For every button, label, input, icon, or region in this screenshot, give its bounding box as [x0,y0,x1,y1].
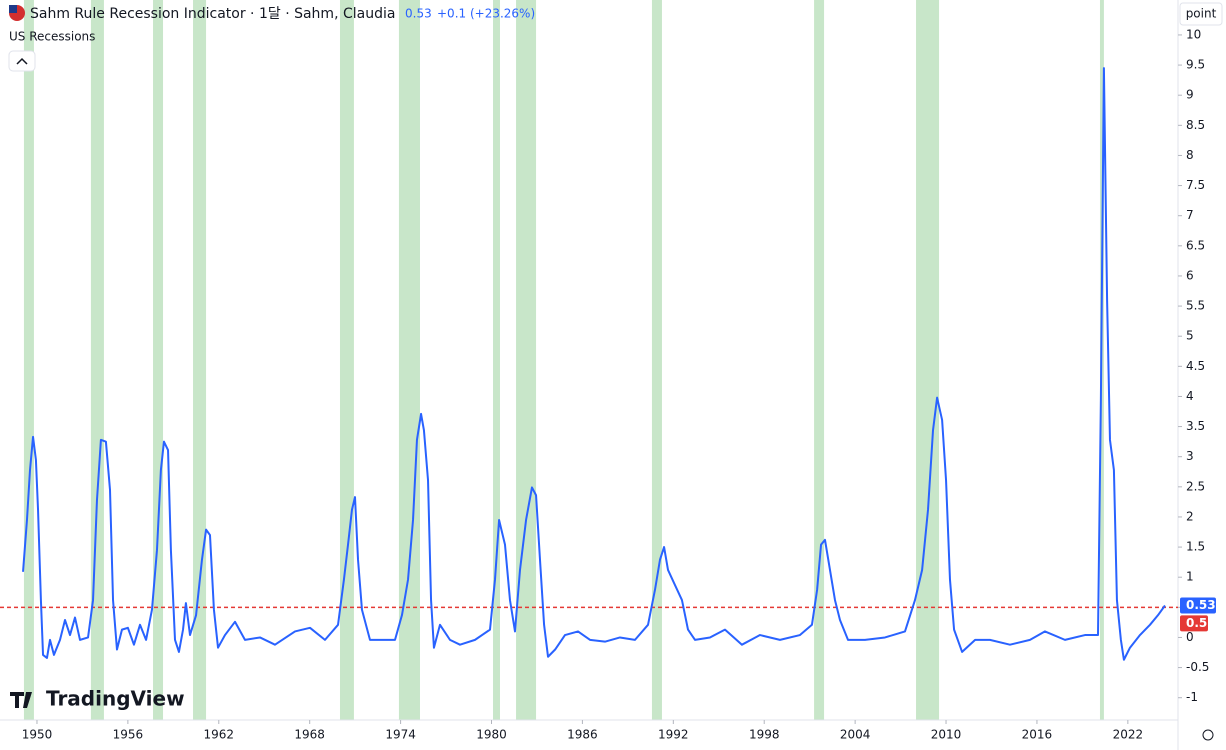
recession-band [193,0,207,720]
recession-band [916,0,940,720]
last-value: 0.53 [405,7,432,21]
watermark: TradingView [10,687,185,711]
x-tick-label: 1950 [22,728,53,742]
legend-entry: US Recessions [9,30,95,44]
recession-band [153,0,164,720]
y-tick-label: 3 [1186,449,1194,463]
recession-band [398,0,420,720]
settings-icon[interactable] [1202,729,1214,741]
recession-band [90,0,104,720]
recession-band [493,0,500,720]
y-tick-label: 7.5 [1186,178,1205,192]
last-value-label: 0.53 [1186,598,1216,612]
y-tick-label: 9.5 [1186,58,1205,72]
collapse-button[interactable] [8,50,36,72]
x-tick-label: 1968 [294,728,325,742]
x-tick-label: 2010 [931,728,962,742]
recession-band [516,0,537,720]
y-tick-label: 10 [1186,27,1201,41]
x-tick-label: 2022 [1113,728,1144,742]
unit-label: point [1186,7,1217,21]
y-tick-label: -1 [1186,690,1198,704]
y-tick-label: -0.5 [1186,660,1209,674]
x-tick-label: 1992 [658,728,689,742]
recession-bands [23,0,1104,720]
y-tick-label: 0 [1186,630,1194,644]
y-tick-label: 5.5 [1186,299,1205,313]
x-tick-label: 1986 [567,728,598,742]
unit-box[interactable] [1179,2,1223,26]
x-tick-label: 2016 [1022,728,1053,742]
x-tick-label: 1998 [749,728,780,742]
recession-band [814,0,825,720]
x-tick-label: 2004 [840,728,871,742]
x-tick-label: 1980 [476,728,507,742]
x-tick-label: 1974 [385,728,416,742]
y-tick-label: 1 [1186,570,1194,584]
line-series [22,67,1166,661]
flag-icon [9,5,17,13]
chart-title: Sahm Rule Recession Indicator · 1달 · Sah… [30,6,395,22]
logo-icon [10,692,32,708]
change: +0.1 (+23.26%) [437,7,535,21]
y-tick-label: 5 [1186,329,1194,343]
x-tick-label: 1956 [113,728,144,742]
watermark-text: TradingView [46,687,185,711]
header: Sahm Rule Recession Indicator · 1달 · Sah… [8,5,535,72]
y-tick-label: 6 [1186,268,1194,282]
y-tick-label: 2 [1186,509,1194,523]
y-tick-label: 9 [1186,88,1194,102]
y-tick-label: 8.5 [1186,118,1205,132]
y-tick-label: 4 [1186,389,1194,403]
y-tick-label: 8 [1186,148,1194,162]
recession-band [651,0,662,720]
y-tick-label: 1.5 [1186,540,1205,554]
y-tick-label: 3.5 [1186,419,1205,433]
collapse-icon [16,57,28,65]
recession-band [339,0,354,720]
y-tick-label: 6.5 [1186,238,1205,252]
recession-band [23,0,34,720]
y-tick-label: 7 [1186,208,1194,222]
y-tick-label: 4.5 [1186,359,1205,373]
x-tick-label: 1962 [204,728,235,742]
y-tick-label: 2.5 [1186,479,1205,493]
threshold-badge [1180,615,1208,632]
threshold-label: 0.5 [1186,616,1207,630]
last-value-badge [1180,597,1216,614]
